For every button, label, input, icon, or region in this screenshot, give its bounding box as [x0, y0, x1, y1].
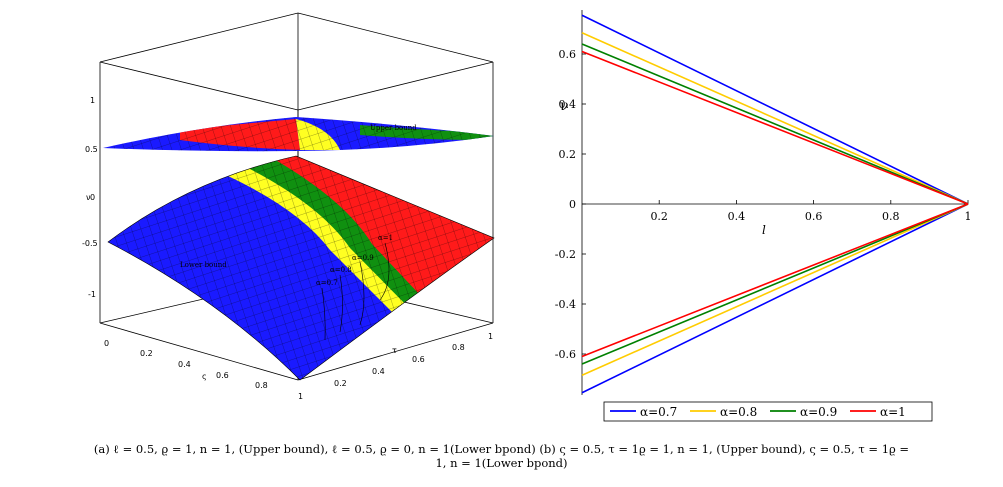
y-ticks: 0.6 0.4 0.2 0 -0.2 -0.4 -0.6: [555, 48, 586, 361]
z-tick: -1: [88, 290, 96, 299]
x-tick-label: 1: [965, 210, 972, 223]
series-line-upper: [581, 43, 969, 205]
x-tick-label: 0.6: [805, 210, 823, 223]
y-axis: 0.2 0.4 τ 0.6 0.8 1: [334, 332, 493, 388]
alpha-label: α=0.8: [330, 266, 352, 274]
y-axis-label: ν: [560, 98, 569, 114]
y-tick: 0.2: [334, 379, 347, 388]
annotation-arrow: [321, 287, 326, 341]
alpha-label: α=0.7: [316, 279, 338, 287]
y-tick-label: -0.4: [555, 298, 576, 311]
alpha-label: α=1: [378, 234, 393, 242]
series-line-upper: [581, 14, 969, 205]
x-tick: 0.6: [216, 371, 229, 380]
y-tick-label: -0.2: [555, 248, 576, 261]
legend: α=0.7 α=0.8 α=0.9 α=1: [603, 401, 933, 422]
x-axis-label: l: [762, 223, 766, 237]
z-tick: -0.5: [82, 239, 98, 248]
x-tick-label: 0.4: [728, 210, 746, 223]
line-plot: 0.2 0.4 0.6 0.8 1 0.6 0.4 0.2 0 -0.2 -0.4 -0.6 ν l…: [555, 10, 972, 422]
y-tick: 1: [488, 332, 493, 341]
series-line-lower: [581, 203, 969, 365]
annotation-arrow: [379, 242, 390, 301]
legend-label: α=1: [880, 405, 906, 419]
x-tick: 1: [298, 392, 303, 401]
caption-line-2: 1, n = 1(Lower bpond): [435, 456, 568, 470]
z-axis: ν 1 0.5 0 -0.5 -1: [82, 96, 98, 299]
x-axis-label: ς: [202, 372, 207, 381]
x-tick: 0.4: [178, 360, 191, 369]
caption-line-1: (a) ℓ = 0.5, ϱ = 1, n = 1, (Upper bound)…: [93, 442, 910, 456]
annotation-arrow: [339, 274, 343, 333]
figure-caption: (a) ℓ = 0.5, ϱ = 1, n = 1, (Upper bound)…: [0, 442, 1003, 470]
series-lines: [581, 14, 969, 394]
x-tick: 0: [104, 339, 109, 348]
y-tick-label: 0.2: [559, 148, 577, 161]
legend-label: α=0.9: [800, 405, 837, 419]
y-tick-label: 0.6: [559, 48, 577, 61]
y-axis-label: τ: [392, 346, 397, 355]
y-tick-label: 0: [569, 198, 576, 211]
series-line-upper: [581, 50, 969, 205]
series-line-upper: [581, 32, 969, 205]
z-tick: 0.5: [85, 145, 98, 154]
y-tick: 0.4: [372, 367, 385, 376]
x-ticks: 0.2 0.4 0.6 0.8 1: [650, 200, 972, 223]
series-line-lower: [581, 203, 969, 394]
legend-box: [603, 401, 933, 422]
x-axis: 0 0.2 0.4 ς 0.6 0.8 1: [104, 339, 303, 401]
series-line-lower: [581, 203, 969, 358]
surface-annotations: Upper bound Lower bound α=1 α=0.9 α=0.8 …: [180, 124, 417, 341]
x-tick: 0.8: [255, 381, 268, 390]
x-tick-label: 0.8: [882, 210, 900, 223]
y-tick-label: -0.6: [555, 348, 576, 361]
series-line-lower: [581, 203, 969, 376]
alpha-label: α=0.9: [352, 254, 374, 262]
lower-bound-label: Lower bound: [180, 261, 227, 269]
axes: [581, 10, 968, 395]
x-tick-label: 0.2: [650, 210, 668, 223]
z-tick: 0: [90, 193, 95, 202]
y-tick-label: 0.4: [559, 98, 577, 111]
z-axis-label: ν: [86, 193, 91, 202]
y-tick: 0.6: [412, 355, 425, 364]
upper-bound-label: Upper bound: [370, 124, 417, 132]
x-tick: 0.2: [140, 349, 153, 358]
surface-plot: ν 1 0.5 0 -0.5 -1 0 0.2 0.4 ς 0.6 0.8 1 …: [82, 12, 495, 401]
z-tick: 1: [90, 96, 95, 105]
legend-label: α=0.7: [640, 405, 677, 419]
annotation-arrow: [359, 261, 365, 326]
y-tick: 0.8: [452, 343, 465, 352]
legend-label: α=0.8: [720, 405, 757, 419]
